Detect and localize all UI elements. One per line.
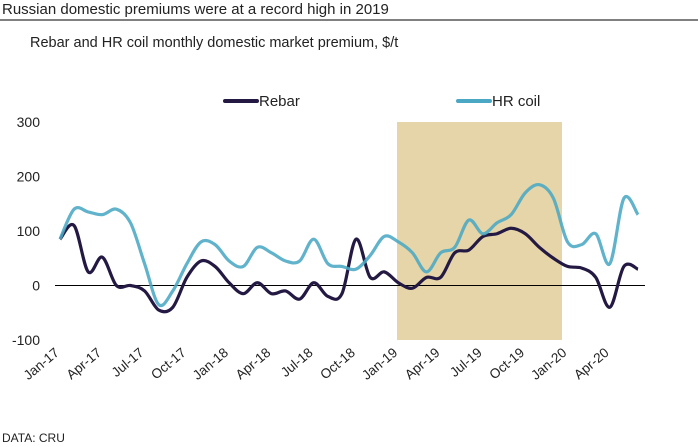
x-tick-label: Oct-17 <box>148 345 189 383</box>
legend-label: HR coil <box>492 93 540 110</box>
x-tick-label: Jan-19 <box>359 345 400 383</box>
y-tick-label: 200 <box>17 169 41 185</box>
x-tick-label: Jul-17 <box>109 345 147 380</box>
x-tick-label: Oct-19 <box>486 345 527 383</box>
x-tick-label: Apr-19 <box>402 345 443 383</box>
x-tick-label: Jan-20 <box>528 345 569 383</box>
chart-title: Russian domestic premiums were at a reco… <box>2 1 389 18</box>
legend-label: Rebar <box>259 93 300 110</box>
y-tick-label: 300 <box>17 114 41 130</box>
x-tick-label: Jan-17 <box>21 345 62 383</box>
series-line <box>58 222 639 314</box>
series-line <box>58 182 640 308</box>
x-tick-label: Jan-18 <box>190 345 231 383</box>
x-tick-label: Jul-18 <box>278 345 316 380</box>
y-tick-label: 100 <box>17 223 41 239</box>
x-tick-label: Oct-18 <box>317 345 358 383</box>
source: DATA: CRU <box>2 431 65 445</box>
x-tick-label: Apr-18 <box>233 345 274 383</box>
y-tick-label: -100 <box>12 332 40 348</box>
x-tick-label: Apr-17 <box>64 345 105 383</box>
x-tick-label: Apr-20 <box>571 345 612 383</box>
chart-subtitle: Rebar and HR coil monthly domestic marke… <box>30 35 398 51</box>
x-tick-label: Jul-19 <box>447 345 485 380</box>
y-tick-label: 0 <box>32 278 40 294</box>
